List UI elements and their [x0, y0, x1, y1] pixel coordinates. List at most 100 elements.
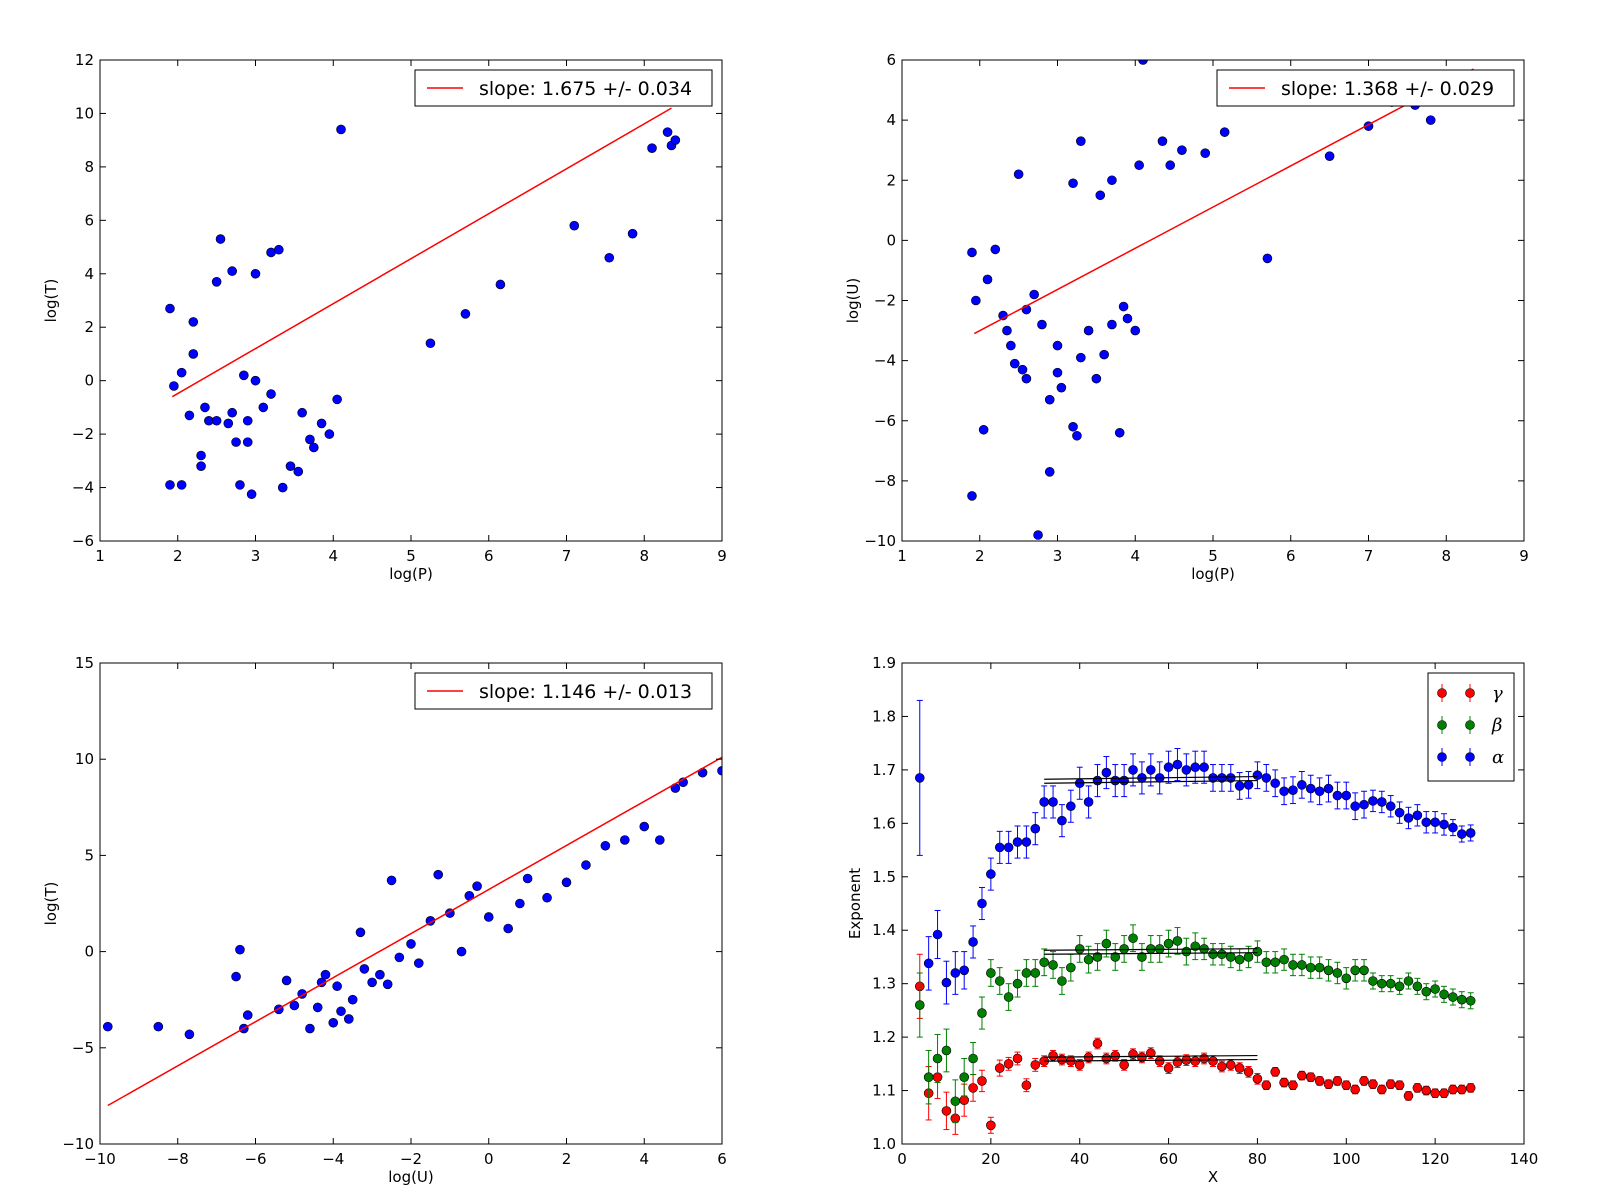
- data-point: [1421, 1085, 1432, 1096]
- y-tick-label: 6: [84, 211, 94, 229]
- data-point: [1403, 813, 1414, 823]
- data-point: [1091, 373, 1102, 384]
- data-point: [1377, 797, 1387, 807]
- y-tick-label: −6: [874, 412, 896, 430]
- data-point: [971, 295, 981, 306]
- data-point: [1252, 770, 1263, 781]
- data-point: [1323, 783, 1334, 794]
- data-point: [1072, 430, 1082, 441]
- data-point: [266, 389, 276, 399]
- data-point: [336, 1006, 346, 1017]
- data-point: [1119, 1060, 1129, 1070]
- data-point: [1394, 981, 1405, 992]
- data-point: [472, 881, 482, 891]
- data-point: [188, 349, 199, 359]
- x-tick-label: 4: [328, 547, 338, 565]
- data-point: [1350, 801, 1360, 812]
- data-point: [1012, 837, 1023, 847]
- data-point: [1030, 968, 1041, 978]
- data-point: [394, 952, 405, 963]
- legend-marker-swatch: [1465, 752, 1475, 762]
- data-point: [1134, 160, 1144, 171]
- data-point: [1430, 984, 1440, 994]
- data-point: [1297, 780, 1307, 790]
- data-point: [1163, 1063, 1174, 1073]
- data-point: [1385, 978, 1396, 989]
- data-point: [355, 927, 366, 938]
- fit-line: [1044, 952, 1258, 955]
- series-2: [914, 924, 1476, 1124]
- data-point: [977, 1076, 987, 1086]
- data-point: [1122, 313, 1133, 324]
- data-point: [1119, 775, 1129, 786]
- data-point: [1172, 1057, 1183, 1068]
- y-tick-label: −2: [874, 292, 896, 310]
- data-point: [600, 840, 611, 851]
- data-point: [1305, 962, 1316, 973]
- x-tick-label: 5: [406, 547, 416, 565]
- data-point: [968, 937, 978, 947]
- data-point: [1219, 127, 1230, 137]
- data-point: [1199, 762, 1209, 773]
- legend-box: [414, 69, 713, 107]
- series-3: [914, 699, 1476, 1005]
- data-point: [1385, 1079, 1396, 1089]
- data-point: [1076, 352, 1086, 363]
- legend-box: [414, 672, 713, 710]
- data-point: [1252, 1073, 1263, 1084]
- y-tick-label: 10: [75, 750, 94, 768]
- data-point: [1332, 1076, 1343, 1086]
- data-point: [1457, 1084, 1467, 1095]
- data-point: [1021, 1080, 1032, 1091]
- fit-line: [1044, 775, 1258, 780]
- x-tick-label: 8: [1441, 547, 1451, 565]
- data-point: [1270, 1067, 1280, 1077]
- axes-frame: [901, 662, 1525, 1145]
- data-point: [1017, 364, 1028, 375]
- data-point: [967, 247, 977, 258]
- axes-frame: [99, 59, 723, 542]
- data-point: [1323, 965, 1334, 976]
- data-point: [1146, 765, 1156, 775]
- x-tick-label: 0: [484, 1150, 494, 1168]
- data-point: [1101, 767, 1112, 778]
- data-point: [1234, 781, 1245, 791]
- data-point: [231, 437, 241, 447]
- data-point: [1439, 819, 1449, 830]
- data-point: [923, 958, 934, 969]
- data-point: [165, 303, 175, 314]
- data-point: [1439, 989, 1449, 1000]
- x-tick-label: −6: [244, 1150, 266, 1168]
- data-point: [274, 244, 284, 255]
- data-point: [1394, 1080, 1405, 1091]
- x-tick-label: 9: [1519, 547, 1529, 565]
- legend-marker-swatch: [1437, 720, 1447, 730]
- data-point: [1385, 801, 1396, 812]
- data-point: [235, 480, 245, 490]
- data-point: [1099, 349, 1109, 360]
- x-tick-label: −10: [84, 1150, 116, 1168]
- data-point: [176, 480, 187, 490]
- data-point: [1324, 151, 1335, 161]
- x-tick-label: −4: [322, 1150, 344, 1168]
- fit-line: [107, 756, 722, 1107]
- data-point: [425, 338, 436, 349]
- data-point: [932, 929, 943, 940]
- y-tick-label: 15: [75, 654, 94, 672]
- data-point: [1448, 992, 1458, 1002]
- data-point: [1368, 1079, 1378, 1089]
- fit-line: [973, 68, 1474, 335]
- y-axis-label: log(T): [42, 882, 60, 926]
- data-point: [1341, 790, 1352, 801]
- data-point: [967, 491, 977, 501]
- fit-line: [1044, 779, 1258, 784]
- data-point: [1208, 949, 1218, 960]
- data-point: [1021, 968, 1032, 978]
- data-point: [153, 1021, 164, 1032]
- legend: slope: 1.146 +/- 0.013: [414, 672, 713, 710]
- legend: slope: 1.368 +/- 0.029: [1216, 69, 1515, 107]
- data-point: [1092, 952, 1103, 962]
- x-tick-label: 2: [562, 1150, 572, 1168]
- x-tick-label: 9: [717, 547, 727, 565]
